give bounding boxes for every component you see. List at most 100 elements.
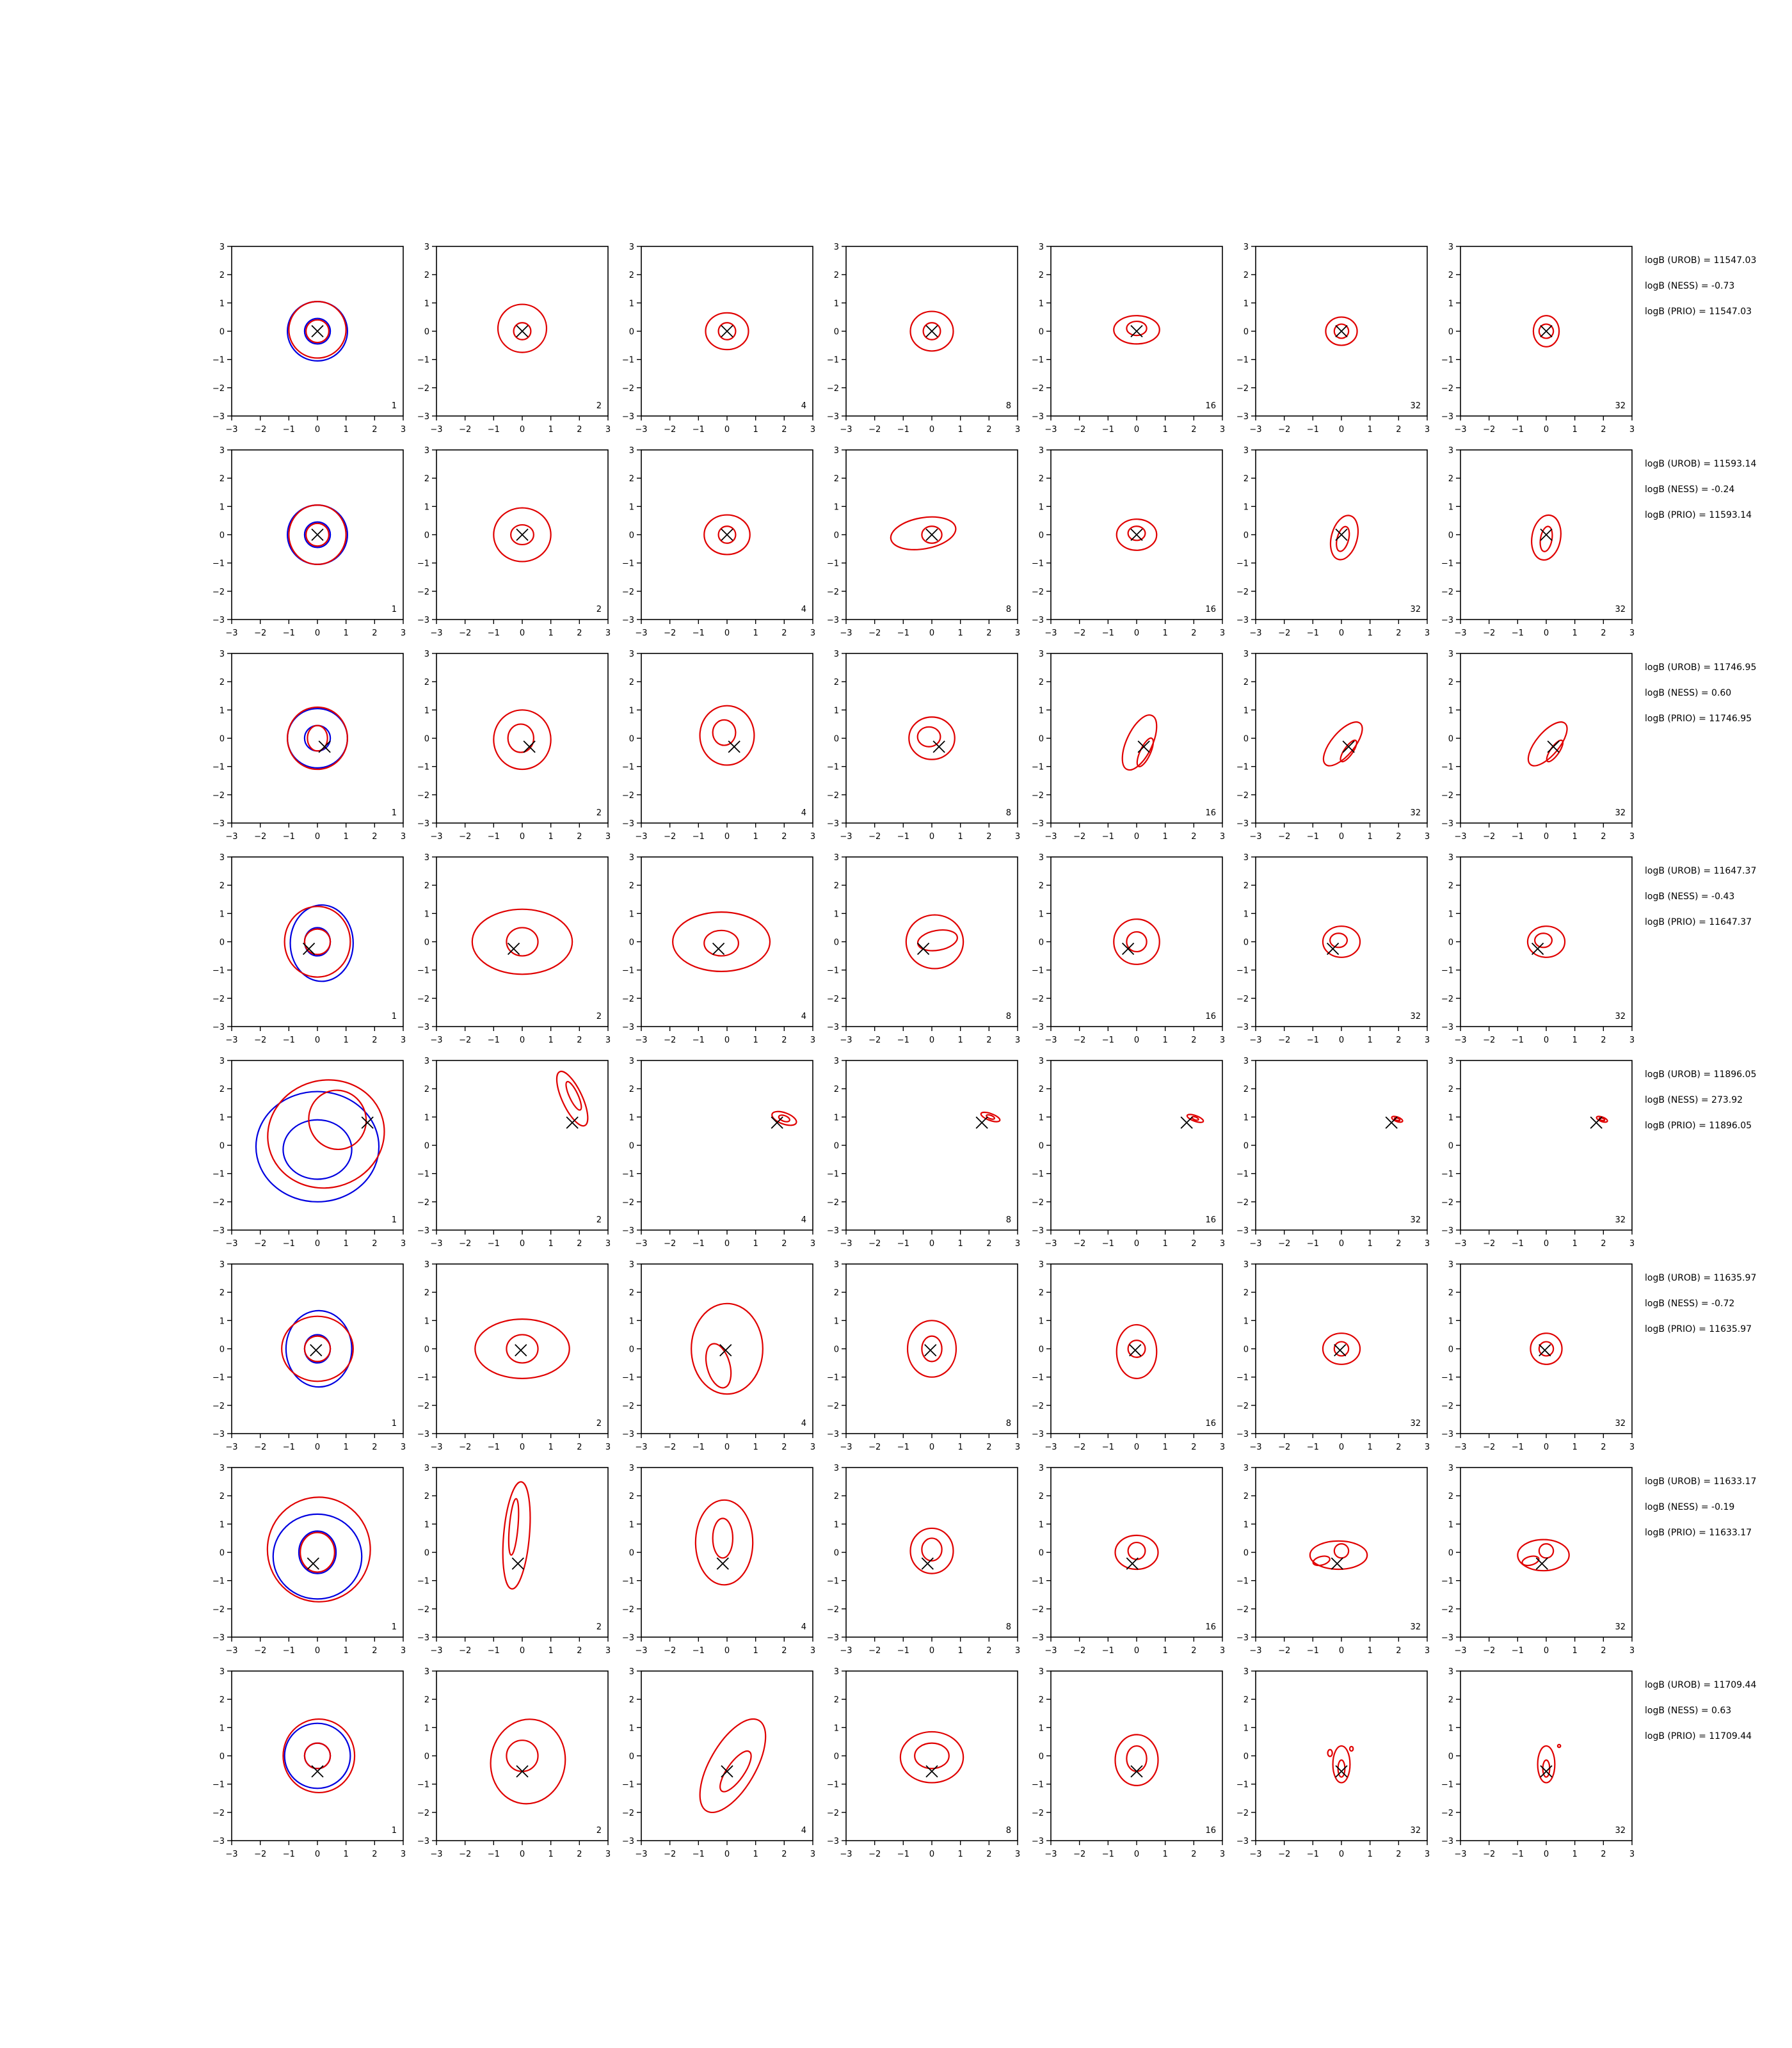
x-tick-label: 3 bbox=[810, 1646, 815, 1656]
x-tick-label: 3 bbox=[1629, 1646, 1635, 1656]
y-tick-label: −2 bbox=[622, 1809, 634, 1818]
y-tick-label: 2 bbox=[1448, 1492, 1453, 1501]
x-tick-label: −3 bbox=[1044, 1036, 1057, 1045]
x-tick-label: 0 bbox=[1134, 832, 1139, 842]
x-tick-label: 0 bbox=[724, 1036, 730, 1045]
y-tick-label: −2 bbox=[212, 1605, 225, 1615]
x-tick-label: 1 bbox=[1572, 1646, 1578, 1656]
y-tick-label: 1 bbox=[1448, 299, 1453, 308]
annotation-r2-3: logB (PRIO) = 11593.14 bbox=[1645, 510, 1752, 520]
blue-contour-2 bbox=[303, 521, 332, 548]
y-tick-label: 3 bbox=[629, 1057, 634, 1066]
axes-frame bbox=[436, 856, 609, 1027]
panel-r2-c2: −3 −2 −1 0 1 2 3 3 2 1 0 −1 −2 −3 2 bbox=[417, 446, 611, 638]
y-tick-label: −3 bbox=[417, 1430, 429, 1439]
axes-frame bbox=[436, 1467, 609, 1638]
y-tick-label: 0 bbox=[1039, 531, 1044, 541]
x-tick-label: 0 bbox=[1134, 1443, 1139, 1452]
y-tick-label: 2 bbox=[424, 678, 429, 687]
x-tick-label: 3 bbox=[605, 1443, 611, 1452]
y-tick-label: 0 bbox=[834, 1752, 839, 1762]
x-tick-label: −3 bbox=[1249, 1850, 1261, 1859]
y-tick-label: −3 bbox=[1236, 1430, 1249, 1439]
x-tick-label: −2 bbox=[1073, 1443, 1085, 1452]
y-tick-label: 2 bbox=[424, 881, 429, 891]
red-contour-2 bbox=[1127, 1541, 1146, 1560]
x-tick-label: 3 bbox=[810, 832, 815, 842]
y-tick-label: 0 bbox=[424, 1345, 429, 1355]
y-tick-label: −1 bbox=[1441, 1780, 1453, 1790]
y-tick-label: 2 bbox=[1244, 678, 1249, 687]
y-tick-label: 2 bbox=[629, 678, 634, 687]
red-contour-1 bbox=[471, 908, 573, 975]
x-tick-label: 3 bbox=[1015, 425, 1020, 435]
marker-x bbox=[771, 1116, 783, 1129]
y-tick-label: −1 bbox=[827, 966, 839, 976]
red-contour-2 bbox=[1393, 1117, 1401, 1122]
annotation-r4-1: logB (UROB) = 11647.37 bbox=[1645, 866, 1756, 876]
panel-label: 32 bbox=[1410, 808, 1421, 818]
x-tick-label: 3 bbox=[605, 425, 611, 435]
y-tick-label: 1 bbox=[834, 502, 839, 512]
red-contour-2 bbox=[1598, 1117, 1606, 1122]
x-tick-label: 0 bbox=[724, 1850, 730, 1859]
y-tick-label: 1 bbox=[1448, 1520, 1453, 1530]
y-tick-label: −2 bbox=[417, 1402, 429, 1411]
x-tick-label: −2 bbox=[254, 1239, 266, 1249]
marker-x bbox=[932, 740, 945, 753]
x-tick-label: 0 bbox=[929, 1239, 934, 1249]
x-tick-label: −3 bbox=[430, 1443, 442, 1452]
marker-x bbox=[712, 942, 725, 956]
x-tick-label: −1 bbox=[692, 628, 705, 638]
y-tick-label: −2 bbox=[212, 588, 225, 597]
x-tick-label: 1 bbox=[1572, 1036, 1578, 1045]
y-tick-label: −3 bbox=[212, 1837, 225, 1846]
y-tick-label: 2 bbox=[1448, 474, 1453, 484]
red-contour-1 bbox=[1116, 518, 1158, 551]
red-contour-4 bbox=[1348, 1745, 1354, 1752]
annotation-r6-3: logB (PRIO) = 11635.97 bbox=[1645, 1324, 1752, 1334]
annotation-r7-3: logB (PRIO) = 11633.17 bbox=[1645, 1528, 1752, 1538]
x-tick-label: 2 bbox=[986, 832, 991, 842]
red-contour-1 bbox=[1537, 1745, 1556, 1784]
y-tick-label: 3 bbox=[1448, 243, 1453, 252]
y-tick-label: 3 bbox=[1244, 650, 1249, 659]
annotation-r2-1: logB (UROB) = 11593.14 bbox=[1645, 459, 1756, 469]
marker-x bbox=[1531, 942, 1544, 956]
annotation-r7-2: logB (NESS) = -0.19 bbox=[1645, 1502, 1734, 1512]
x-tick-label: 2 bbox=[1191, 1646, 1196, 1656]
marker-x bbox=[1385, 1116, 1398, 1129]
y-tick-label: 0 bbox=[834, 531, 839, 541]
y-tick-label: −3 bbox=[622, 819, 634, 829]
x-tick-label: 1 bbox=[753, 1239, 758, 1249]
contour-group bbox=[1322, 925, 1361, 958]
marker-x bbox=[511, 1557, 524, 1570]
panel-label: 1 bbox=[392, 1012, 397, 1021]
y-tick-label: 1 bbox=[629, 299, 634, 308]
y-tick-label: 3 bbox=[1244, 1057, 1249, 1066]
contour-group bbox=[899, 1731, 964, 1784]
x-tick-label: 3 bbox=[605, 1850, 611, 1859]
panel-label: 16 bbox=[1205, 1012, 1216, 1021]
y-tick-label: −2 bbox=[212, 995, 225, 1004]
red-contour-1 bbox=[699, 1718, 767, 1814]
y-tick-label: 3 bbox=[1244, 1464, 1249, 1473]
panel-label: 1 bbox=[392, 1826, 397, 1836]
contour-group bbox=[980, 1111, 1001, 1123]
blue-contour-2 bbox=[298, 1530, 337, 1574]
y-tick-label: 0 bbox=[1039, 328, 1044, 337]
x-tick-label: −3 bbox=[1454, 628, 1466, 638]
marker-x bbox=[311, 528, 324, 541]
y-tick-label: 3 bbox=[1448, 1464, 1453, 1473]
red-contour-2 bbox=[921, 1335, 943, 1363]
marker-x bbox=[1121, 942, 1135, 956]
y-tick-label: 3 bbox=[220, 1667, 225, 1677]
red-contour-2 bbox=[1127, 525, 1146, 541]
contour-group bbox=[905, 914, 964, 970]
x-tick-label: −2 bbox=[664, 1036, 676, 1045]
y-tick-label: 1 bbox=[629, 1113, 634, 1123]
x-tick-label: −3 bbox=[1044, 1850, 1057, 1859]
contour-group bbox=[1327, 1745, 1354, 1784]
